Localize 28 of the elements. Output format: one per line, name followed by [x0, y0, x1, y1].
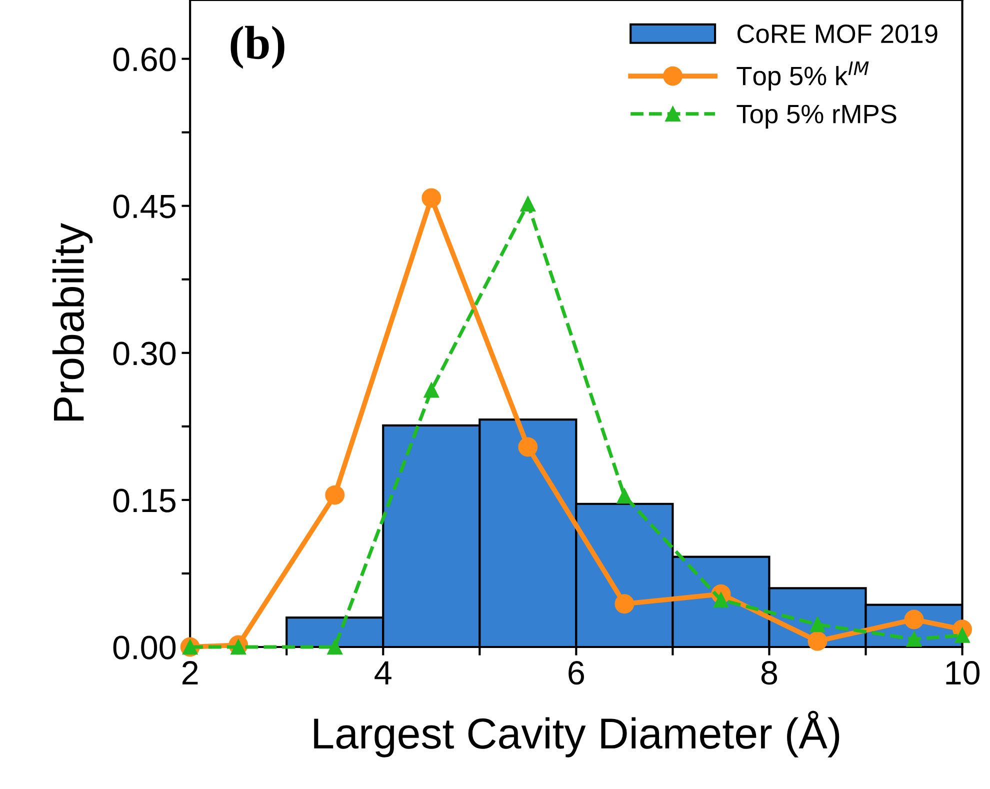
x-tick-label: 8 [761, 661, 778, 685]
point [327, 639, 343, 655]
point [325, 485, 345, 505]
legend-label: Top 5% k$^{IM}$ [736, 62, 869, 91]
y-tick-label: 0.15 [113, 488, 176, 512]
annotation: (b) [230, 26, 284, 69]
x-tick-label: 10 [946, 661, 980, 685]
x-tick-label: 2 [182, 661, 198, 684]
legend-label: CoRE MOF 2019 [737, 24, 938, 44]
point [904, 610, 924, 630]
point [520, 196, 536, 212]
point [518, 437, 538, 457]
legend-label: Top 5% rMPS [736, 104, 896, 129]
point [424, 382, 440, 398]
point [614, 594, 634, 614]
point [810, 616, 826, 632]
y-tick-label: 0.60 [113, 48, 176, 72]
y-axis-title: Probability [52, 223, 93, 420]
x-axis-title: Largest Cavity Diameter (Å) [314, 710, 840, 758]
point [808, 631, 828, 651]
point [616, 488, 632, 504]
y-tick-label: 0.30 [113, 342, 176, 366]
y-tick-label: 0.45 [113, 194, 176, 218]
x-tick-label: 4 [374, 661, 392, 684]
point [422, 188, 442, 208]
y-tick-label: 0.00 [113, 636, 176, 660]
point [906, 632, 922, 647]
x-tick-label: 6 [568, 661, 584, 685]
